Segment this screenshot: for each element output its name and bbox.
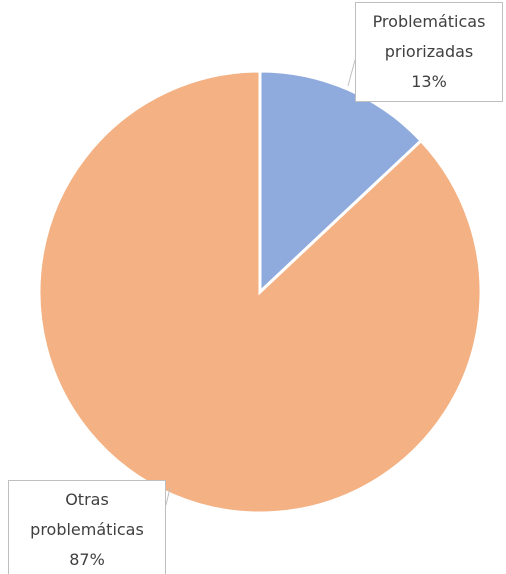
data-label: Problemáticas priorizadas 13%: [355, 2, 503, 102]
data-label: Otras problemáticas 87%: [8, 480, 166, 574]
label-name: Problemáticas priorizadas: [372, 12, 486, 61]
label-value: 87%: [69, 550, 105, 569]
label-value: 13%: [411, 72, 447, 91]
leader-line: [347, 59, 356, 87]
pie-slice: [37, 69, 483, 515]
label-name: Otras problemáticas: [30, 490, 144, 539]
leader-line: [165, 487, 171, 506]
pie-slice: [258, 69, 424, 296]
